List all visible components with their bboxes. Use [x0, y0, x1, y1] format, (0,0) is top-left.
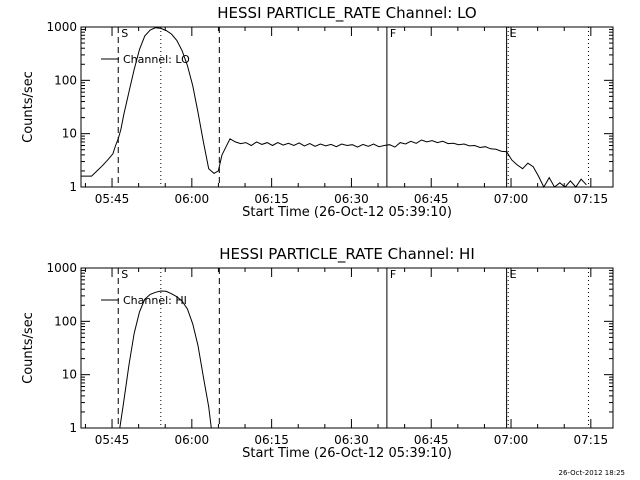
x-tick-label: 07:00	[494, 433, 529, 447]
x-tick-label: 07:00	[494, 192, 529, 206]
marker-label: F	[390, 27, 396, 40]
plot-frame	[80, 26, 614, 188]
x-tick-label: 07:15	[574, 433, 609, 447]
x-tick-label: 06:00	[175, 192, 210, 206]
x-tick-label: 05:45	[95, 433, 130, 447]
y-tick-label: 1000	[46, 261, 77, 275]
y-tick-label: 1	[69, 421, 77, 435]
x-tick-label: 07:15	[574, 192, 609, 206]
y-tick-label: 10	[62, 127, 77, 141]
x-tick-label: 06:15	[254, 433, 289, 447]
marker-label: E	[510, 268, 517, 281]
y-axis-label: Counts/sec	[21, 312, 36, 384]
chart-title: HESSI PARTICLE_RATE Channel: HI	[219, 245, 475, 264]
chart-title: HESSI PARTICLE_RATE Channel: LO	[217, 4, 476, 23]
y-tick-label: 100	[54, 314, 77, 328]
footer-timestamp-text: 26-Oct-2012 18:25	[559, 469, 625, 477]
y-tick-label: 100	[54, 73, 77, 87]
marker-label: S	[121, 27, 128, 40]
marker-label: F	[390, 268, 396, 281]
x-tick-label: 05:45	[95, 192, 130, 206]
plot-frame	[80, 267, 614, 429]
legend-label: Channel: LO	[123, 53, 190, 66]
marker-label: E	[510, 27, 517, 40]
y-tick-label: 10	[62, 368, 77, 382]
x-tick-label: 06:30	[334, 192, 369, 206]
x-tick-label: 06:45	[414, 192, 449, 206]
x-axis-label: Start Time (26-Oct-12 05:39:10)	[242, 205, 452, 220]
x-tick-label: 06:15	[254, 192, 289, 206]
legend-label: Channel: HI	[123, 294, 187, 307]
series-line	[81, 27, 587, 189]
y-axis-label: Counts/sec	[21, 71, 36, 143]
x-tick-label: 06:00	[175, 433, 210, 447]
y-tick-label: 1	[69, 180, 77, 194]
marker-label: S	[121, 268, 128, 281]
y-tick-label: 1000	[46, 20, 77, 34]
x-tick-label: 06:30	[334, 433, 369, 447]
x-tick-label: 06:45	[414, 433, 449, 447]
x-axis-label: Start Time (26-Oct-12 05:39:10)	[242, 446, 452, 461]
series-line	[119, 290, 212, 429]
